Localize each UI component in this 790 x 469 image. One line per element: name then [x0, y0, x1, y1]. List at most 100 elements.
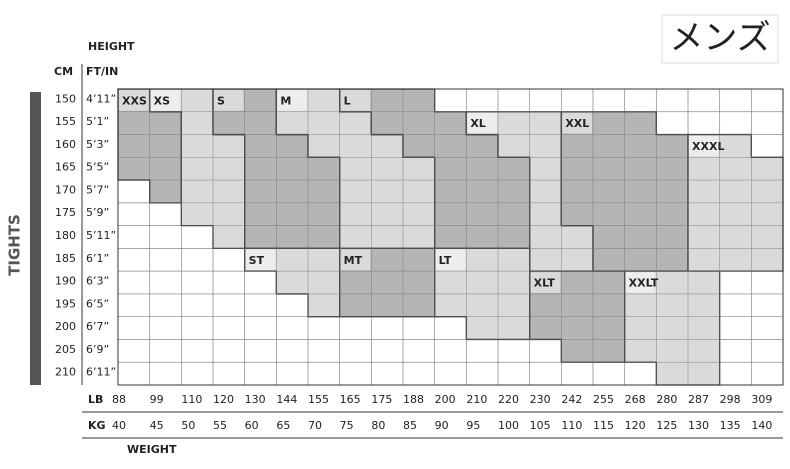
- size-label: S: [217, 94, 225, 107]
- size-label-bg: [245, 249, 276, 271]
- weight-lb: 165: [340, 393, 361, 406]
- weight-kg: 125: [656, 419, 677, 432]
- lb-label: LB: [88, 393, 103, 406]
- size-label-bg: [150, 90, 181, 111]
- size-label-bg: [625, 272, 656, 293]
- weight-lb: 287: [688, 393, 709, 406]
- size-label-bg: [530, 272, 561, 293]
- height-cm: 175: [55, 206, 76, 219]
- size-label: L: [344, 94, 351, 107]
- size-label-bg: [277, 90, 307, 111]
- weight-lb: 144: [276, 393, 297, 406]
- weight-kg: 75: [340, 419, 354, 432]
- height-ft: 5’1”: [86, 115, 109, 128]
- weight-kg: 115: [593, 419, 614, 432]
- height-cm: 180: [55, 229, 76, 242]
- height-ft: 5’7”: [86, 183, 109, 196]
- height-ft: 6’3”: [86, 275, 109, 288]
- size-label-bg: [467, 112, 497, 134]
- size-label: MT: [344, 254, 363, 267]
- weight-lb: 110: [181, 393, 202, 406]
- size-label: XXLT: [629, 277, 659, 290]
- weight-title: WEIGHT: [127, 443, 177, 456]
- weight-kg: 100: [498, 419, 519, 432]
- side-bar: [30, 92, 41, 385]
- weight-lb: 309: [751, 393, 772, 406]
- weight-kg: 140: [751, 419, 772, 432]
- weight-lb: 120: [213, 393, 234, 406]
- weight-kg: 55: [213, 419, 227, 432]
- weight-kg: 65: [276, 419, 290, 432]
- weight-kg: 60: [245, 419, 259, 432]
- weight-lb: 88: [112, 393, 126, 406]
- kg-label: KG: [88, 419, 106, 432]
- size-label: XXS: [122, 94, 147, 107]
- weight-lb: 155: [308, 393, 329, 406]
- chart-border: [117, 88, 784, 386]
- height-cm: 210: [55, 366, 76, 379]
- size-label: XL: [470, 117, 486, 130]
- weight-kg: 80: [371, 419, 385, 432]
- size-label: XXL: [565, 117, 589, 130]
- weight-lb: 280: [656, 393, 677, 406]
- weight-lb: 210: [466, 393, 487, 406]
- weight-lb: 99: [150, 393, 164, 406]
- height-cm: 160: [55, 138, 76, 151]
- weight-lb: 230: [530, 393, 551, 406]
- weight-lb: 130: [245, 393, 266, 406]
- height-ft: 6’7”: [86, 320, 109, 333]
- size-label: ST: [249, 254, 265, 267]
- height-cm: 155: [55, 115, 76, 128]
- weight-kg: 120: [625, 419, 646, 432]
- ft-label: FT/IN: [86, 65, 118, 78]
- weight-lb: 200: [435, 393, 456, 406]
- height-ft: 5’9”: [86, 206, 109, 219]
- height-cm: 165: [55, 161, 76, 174]
- weight-lb: 175: [371, 393, 392, 406]
- size-label: XLT: [534, 277, 556, 290]
- size-label-bg: [435, 249, 466, 271]
- height-title: HEIGHT: [88, 40, 135, 53]
- weight-lb: 242: [561, 393, 582, 406]
- size-label: XS: [154, 94, 170, 107]
- height-ft: 4’11”: [86, 92, 116, 105]
- weight-kg: 70: [308, 419, 322, 432]
- weight-kg: 130: [688, 419, 709, 432]
- size-label: M: [280, 94, 291, 107]
- height-cm: 195: [55, 297, 76, 310]
- height-cm: 200: [55, 320, 76, 333]
- size-label: XXXL: [692, 140, 724, 153]
- height-cm: 205: [55, 343, 76, 356]
- size-label-bg: [689, 135, 719, 157]
- height-ft: 6’9”: [86, 343, 109, 356]
- weight-kg: 135: [720, 419, 741, 432]
- weight-lb: 298: [720, 393, 741, 406]
- cm-label: CM: [54, 65, 73, 78]
- height-ft: 5’11”: [86, 229, 116, 242]
- height-ft: 6’11”: [86, 366, 116, 379]
- weight-kg: 110: [561, 419, 582, 432]
- weight-kg: 50: [181, 419, 195, 432]
- weight-kg: 45: [150, 419, 164, 432]
- weight-kg: 90: [435, 419, 449, 432]
- height-cm: 170: [55, 183, 76, 196]
- height-cm: 150: [55, 92, 76, 105]
- height-ft: 5’5”: [86, 161, 109, 174]
- weight-lb: 188: [403, 393, 424, 406]
- size-label-bg: [340, 249, 371, 271]
- height-cm: 190: [55, 275, 76, 288]
- size-label-bg: [340, 90, 371, 111]
- size-label-bg: [562, 112, 592, 134]
- weight-lb: 255: [593, 393, 614, 406]
- height-cm: 185: [55, 252, 76, 265]
- size-label-bg: [119, 90, 149, 111]
- weight-kg: 95: [466, 419, 480, 432]
- badge-box: [661, 14, 779, 64]
- weight-kg: 105: [530, 419, 551, 432]
- size-label-bg: [214, 90, 244, 111]
- weight-lb: 268: [625, 393, 646, 406]
- height-ft: 6’5”: [86, 297, 109, 310]
- weight-kg: 40: [112, 419, 126, 432]
- height-ft: 5’3”: [86, 138, 109, 151]
